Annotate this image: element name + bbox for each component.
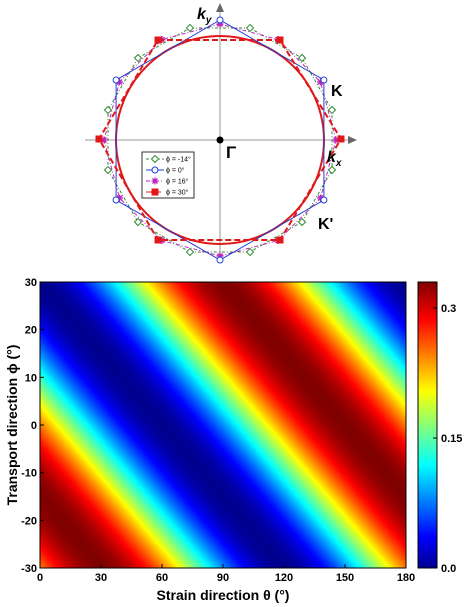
K-label: K bbox=[331, 83, 343, 100]
legend-label: ϕ = 16° bbox=[166, 178, 189, 186]
y-tick-label: 0 bbox=[31, 420, 37, 432]
x-tick-label: 90 bbox=[217, 572, 229, 584]
y-tick-label: -30 bbox=[21, 563, 37, 575]
colorbar-tick-label: 0.15 bbox=[441, 433, 462, 445]
legend-entry: ϕ = 0° bbox=[146, 166, 185, 175]
legend-entry: ϕ = 30° bbox=[146, 188, 189, 197]
legend-label: ϕ = -14° bbox=[166, 156, 191, 164]
ky-arrow-icon bbox=[216, 3, 224, 12]
Kprime-label: K' bbox=[318, 216, 333, 233]
colorbar bbox=[417, 281, 438, 569]
gamma-point bbox=[216, 136, 224, 144]
kx-arrow-icon bbox=[348, 136, 357, 144]
y-axis-label: Transport direction ϕ (°) bbox=[4, 345, 20, 506]
x-tick-label: 0 bbox=[37, 572, 43, 584]
polygon-diamond bbox=[103, 23, 337, 257]
legend-label: ϕ = 0° bbox=[166, 167, 185, 175]
legend: ϕ = -14° ϕ = 0° ϕ = 16° ϕ = 30° bbox=[141, 151, 195, 199]
ky-label: ky bbox=[197, 6, 212, 26]
colorbar-tick-label: 0.3 bbox=[441, 303, 456, 315]
y-tick-label: 20 bbox=[25, 325, 37, 337]
colorbar-tick-label: 0.0 bbox=[441, 563, 456, 575]
heatmap-image bbox=[40, 282, 406, 568]
x-tick-label: 60 bbox=[156, 572, 168, 584]
brillouin-zone-diagram: Γ ky kx K K' ϕ = -14° ϕ = 0° ϕ = 16° ϕ = 30… bbox=[85, 3, 357, 264]
kx-label: kx bbox=[327, 149, 342, 169]
y-tick-label: 30 bbox=[25, 277, 37, 289]
x-tick-label: 120 bbox=[275, 572, 293, 584]
polygon-square bbox=[95, 36, 345, 244]
legend-entry: ϕ = -14° bbox=[146, 154, 191, 164]
y-tick-label: -20 bbox=[21, 515, 37, 527]
y-tick-label: 10 bbox=[25, 372, 37, 384]
legend-entry: ϕ = 16° bbox=[146, 177, 189, 186]
legend-label: ϕ = 30° bbox=[166, 189, 189, 197]
x-tick-label: 30 bbox=[95, 572, 107, 584]
x-tick-label: 180 bbox=[397, 572, 415, 584]
gamma-label: Γ bbox=[226, 143, 236, 162]
x-tick-label: 150 bbox=[336, 572, 354, 584]
x-axis-label: Strain direction θ (°) bbox=[157, 587, 290, 603]
heatmap-chart: 0 30 60 90 120 150 180 -30 -20 -10 0 10 20 30 Strain… bbox=[4, 277, 462, 603]
y-tick-label: -10 bbox=[21, 468, 37, 480]
polygon-circle bbox=[112, 16, 328, 264]
